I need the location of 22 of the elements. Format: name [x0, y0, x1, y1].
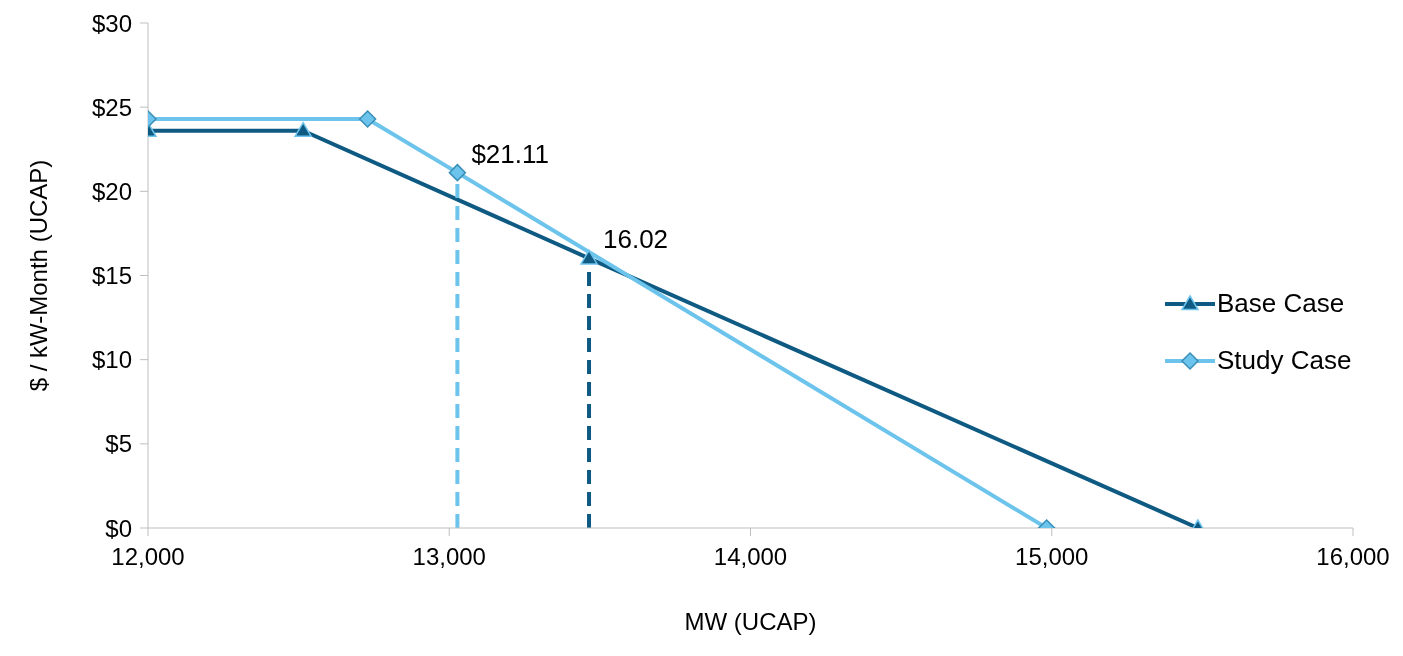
legend-label: Study Case — [1217, 345, 1352, 376]
point — [358, 110, 377, 128]
x-tick-label: 16,000 — [1316, 543, 1390, 571]
x-tick-label: 15,000 — [1015, 543, 1089, 571]
x-axis-title: MW (UCAP) — [684, 608, 817, 635]
y-axis-title: $ / kW-Month (UCAP) — [24, 159, 52, 392]
y-tick-label: $0 — [105, 514, 132, 542]
annotation: $21.11 — [471, 138, 549, 169]
x-tick-label: 13,000 — [412, 543, 486, 571]
y-tick-label: $10 — [91, 346, 132, 374]
x-tick-label: 12,000 — [111, 543, 185, 571]
y-tick-label: $30 — [91, 9, 132, 37]
point — [580, 249, 598, 265]
legend-label: Base Case — [1217, 288, 1345, 319]
annotation: 16.02 — [603, 224, 669, 255]
y-tick-label: $25 — [91, 93, 132, 121]
y-tick-label: $20 — [91, 177, 132, 205]
y-tick-label: $15 — [91, 262, 132, 290]
x-tick-label: 14,000 — [713, 543, 788, 571]
point — [294, 121, 312, 138]
y-tick-label: $5 — [105, 430, 132, 458]
point — [448, 163, 467, 182]
